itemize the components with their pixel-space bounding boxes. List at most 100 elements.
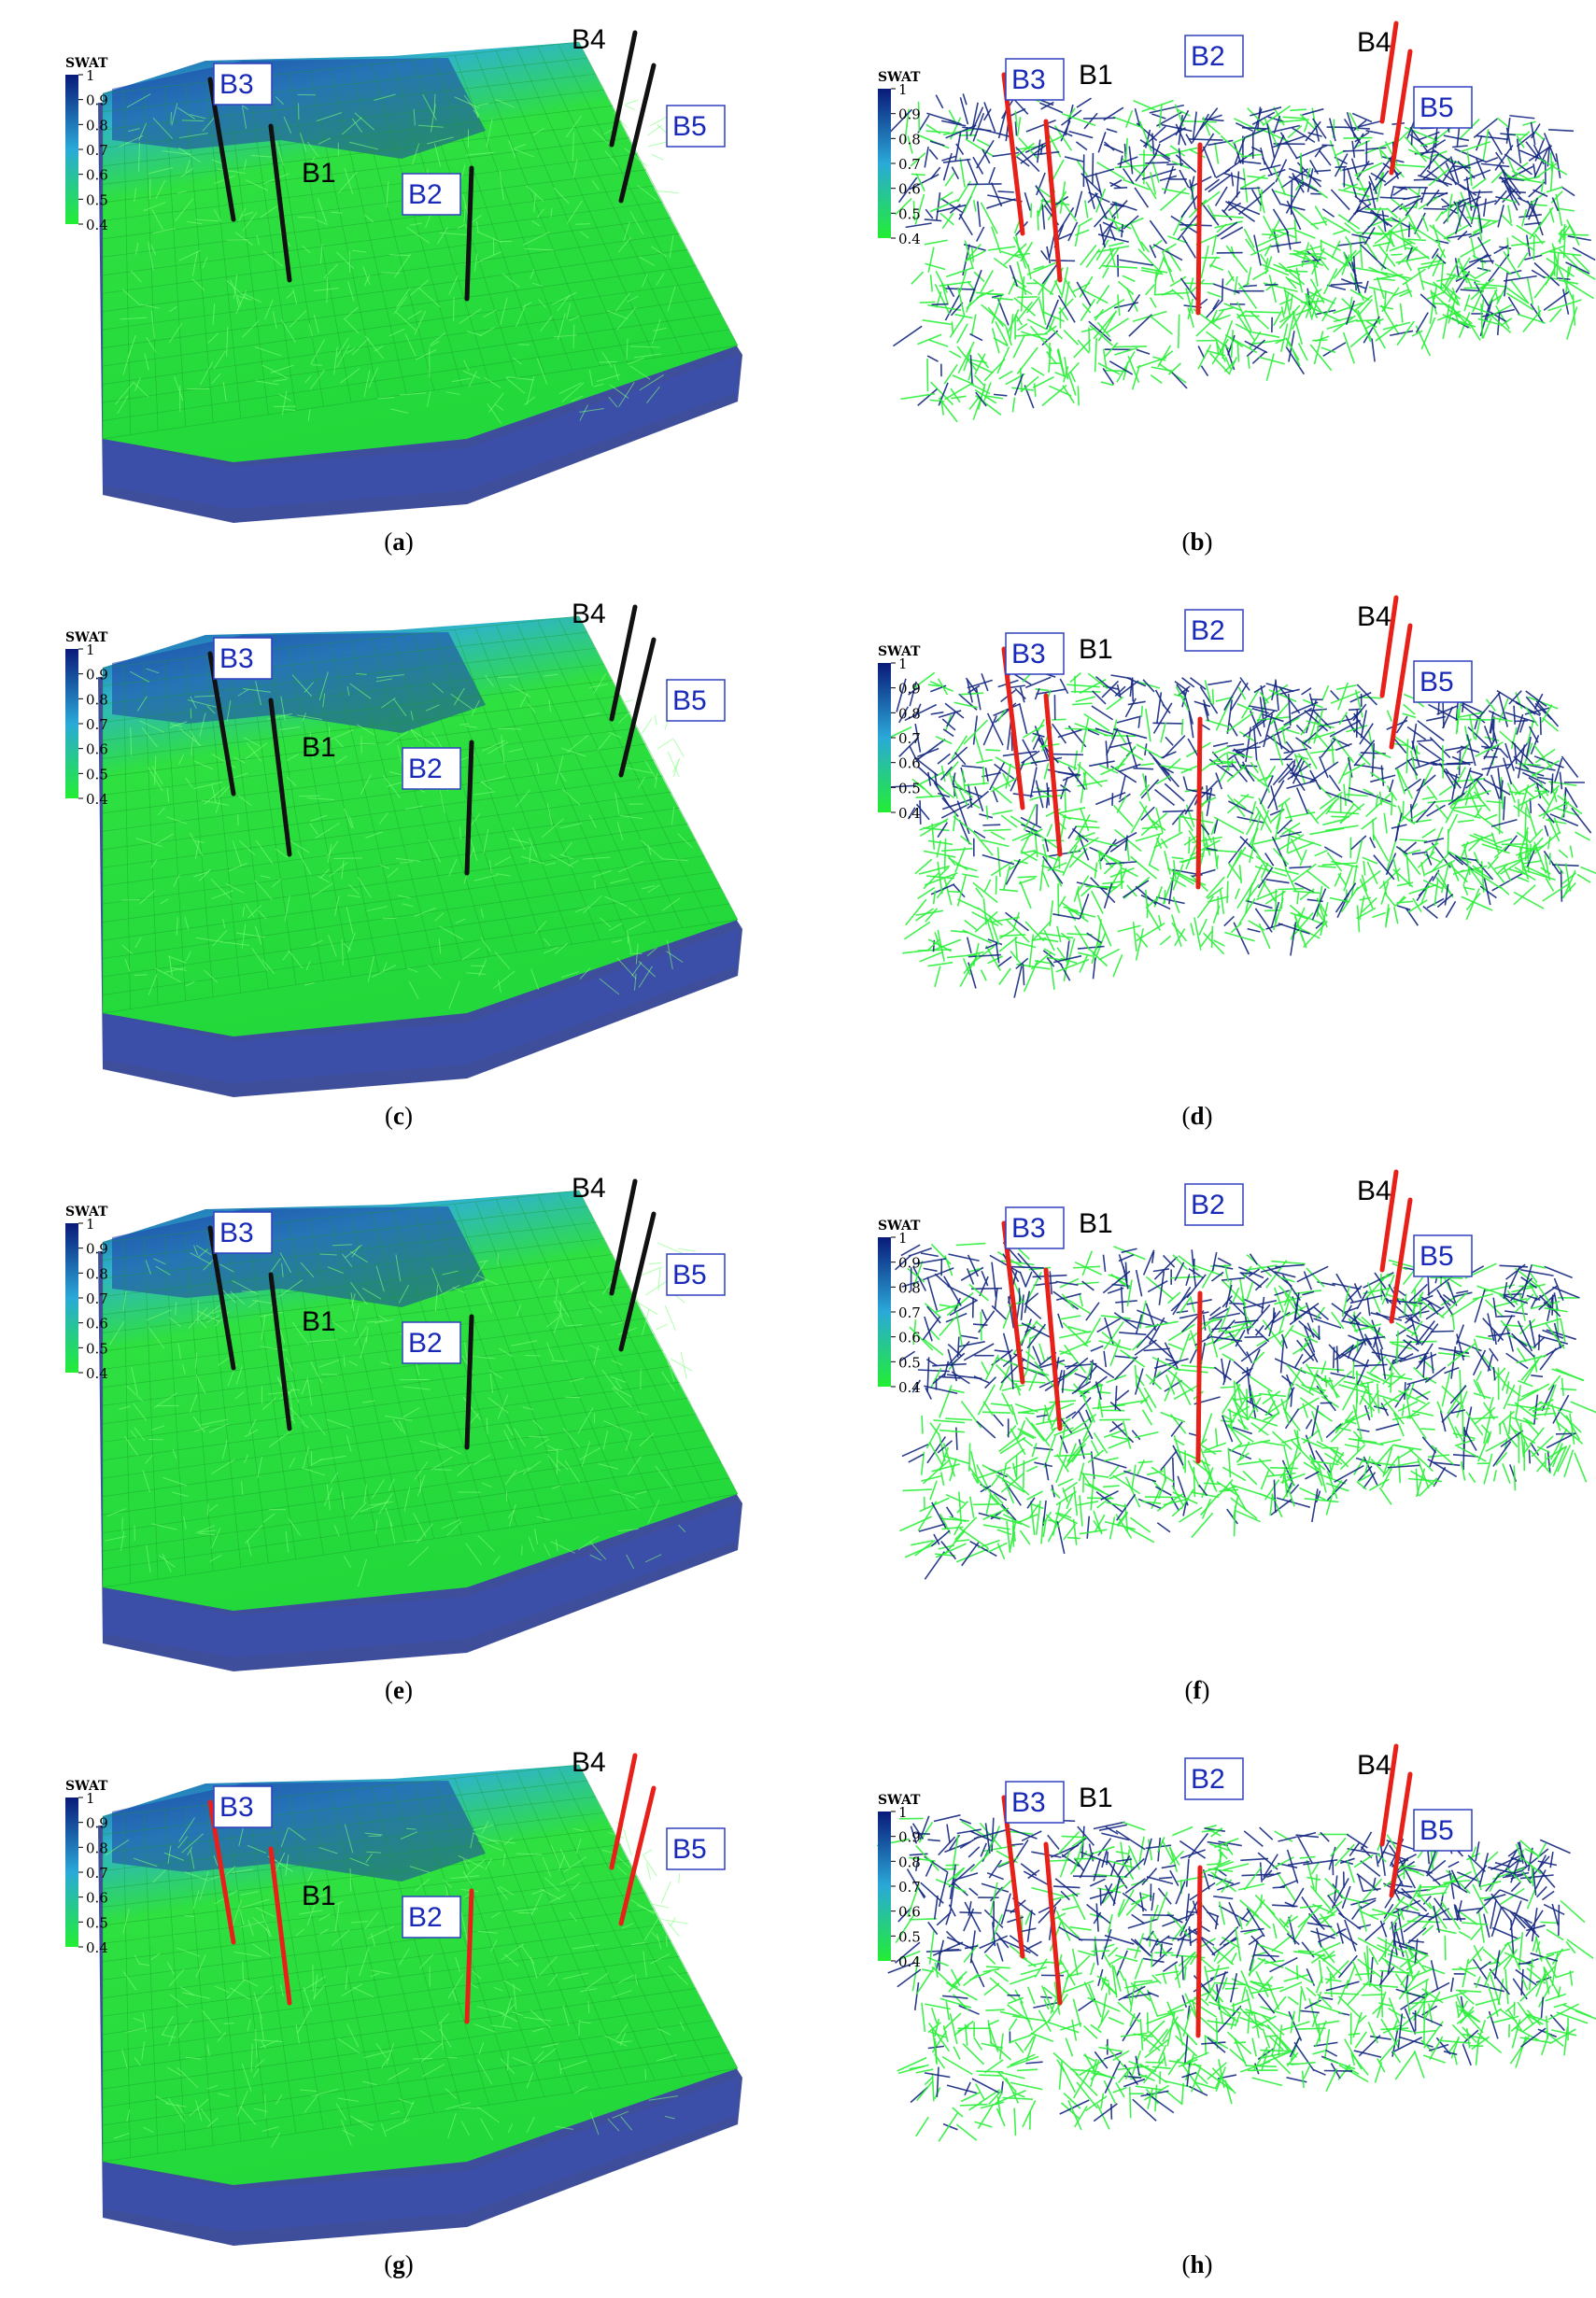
well-label-b2: B2 [1184,35,1244,78]
well-trajectory [618,1211,657,1352]
colorbar-gradient [878,1812,891,1961]
reservoir-grid-model [98,1764,742,2246]
panel-caption: (f) [1184,1676,1210,1704]
colorbar-tick-label: 1 [898,81,908,98]
colorbar-tick-label: 0.6 [898,181,921,198]
well-label-text: B4 [572,1747,606,1778]
well-label-b2: B2 [1184,609,1244,652]
colorbar-title: SWAT [65,1779,108,1794]
well-label-b1: B1 [302,1306,336,1337]
colorbar-tick-label: 0.7 [898,156,921,173]
colorbar-tick-label: 0.5 [898,1354,921,1371]
well-label-b4: B4 [1357,1750,1391,1781]
well-label-text: B1 [1079,60,1113,91]
well-label-b1: B1 [302,158,336,189]
colorbar-tick-label: 0.7 [898,730,921,747]
reservoir-grid-model [98,41,742,523]
well-label-b5: B5 [666,1827,726,1870]
well-trajectory [1043,693,1063,857]
well-trajectory [464,1314,474,1450]
well-label-text: B3 [1011,1787,1046,1818]
colorbar-tick-label: 1 [86,1790,95,1807]
colorbar-tick-label: 0.4 [898,231,921,247]
well-label-text: B5 [672,1260,707,1290]
reservoir-grid-model [98,615,742,1097]
well-label-text: B4 [1357,601,1391,632]
well-label-text: B5 [1419,1815,1454,1846]
well-trajectory [1043,1841,1063,2006]
colorbar-tick-label: 0.9 [898,681,921,698]
well-label-text: B5 [1419,1241,1454,1272]
well-label-b5: B5 [1413,660,1473,703]
colorbar-tick-label: 0.9 [898,106,921,123]
colorbar-tick-label: 0.8 [898,705,921,722]
well-trajectory [1001,72,1025,236]
well-trajectory [268,1272,292,1431]
well-trajectory [618,637,657,778]
well-label-text: B3 [219,643,254,674]
well-trajectory [1195,1865,1203,2038]
well-label-text: B1 [302,158,336,189]
well-trajectory [1195,716,1203,890]
well-label-b2: B2 [402,173,461,216]
well-label-b4: B4 [1357,1176,1391,1206]
panel-caption: (a) [384,528,414,556]
well-label-b4: B4 [1357,601,1391,632]
colorbar-tick-label: 0.8 [86,691,108,708]
well-trajectory [268,698,292,857]
panel-caption-letter: d [1190,1102,1205,1130]
well-label-text: B2 [1191,615,1225,646]
well-label-text: B2 [1191,41,1225,72]
colorbar-tick-label: 0.6 [86,1316,108,1332]
well-label-b2: B2 [1184,1757,1244,1800]
well-label-b2: B2 [402,747,461,790]
well-label-text: B1 [302,1306,336,1337]
well-label-b5: B5 [666,679,726,722]
colorbar-tick-label: 0.7 [86,1865,108,1882]
well-trajectory [1195,142,1203,316]
well-label-text: B5 [1419,92,1454,123]
panel-h: B3 B1 B2 B4 B5 SWAT 1 0.9 0.8 0.7 0.6 0.5 0.4 (h) [798,1723,1596,2297]
well-trajectory [1389,1771,1413,1898]
well-label-b3: B3 [213,1211,273,1254]
well-label-b3: B3 [213,1785,273,1828]
well-label-b4: B4 [572,1747,606,1778]
well-trajectory [1001,1795,1025,1959]
colorbar-tick-label: 1 [898,1804,908,1821]
well-label-text: B4 [1357,1750,1391,1781]
well-trajectory [1379,1743,1399,1847]
well-trajectory [1379,595,1399,698]
colorbar-tick-label: 0.8 [898,1279,921,1296]
colorbar-tick-label: 0.4 [898,1953,921,1970]
colorbar-gradient [65,1798,78,1947]
panel-b: B3 B1 B2 B4 B5 SWAT 1 0.9 0.8 0.7 0.6 0.5 0.4 (b) [798,0,1596,574]
panel-caption-letter: h [1190,2250,1205,2278]
well-label-text: B4 [572,1173,606,1204]
well-label-text: B2 [408,1902,443,1933]
well-label-text: B4 [1357,27,1391,58]
colorbar-gradient [65,75,78,224]
well-trajectory [609,604,638,722]
reservoir-grid-model [98,1190,742,1671]
colorbar-tick-label: 1 [86,641,95,658]
well-label-b4: B4 [1357,27,1391,58]
well-label-b1: B1 [302,1881,336,1911]
well-label-b2: B2 [1184,1183,1244,1226]
well-label-b5: B5 [666,1253,726,1296]
well-label-text: B2 [1191,1764,1225,1795]
colorbar-title: SWAT [878,644,921,659]
well-label-b5: B5 [1413,1809,1473,1852]
panel-caption-letter: e [393,1676,404,1704]
well-label-b1: B1 [302,732,336,763]
well-label-b4: B4 [572,24,606,55]
well-label-b4: B4 [572,599,606,629]
well-trajectory [1043,1267,1063,1431]
well-label-b3: B3 [213,63,273,106]
well-label-text: B5 [672,685,707,716]
